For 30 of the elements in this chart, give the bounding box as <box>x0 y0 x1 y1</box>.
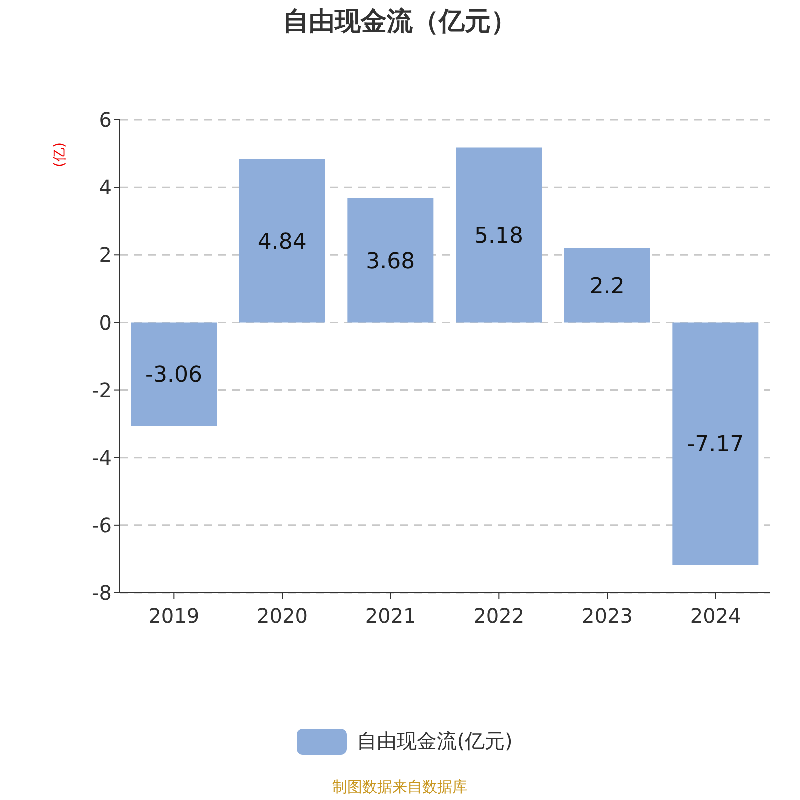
text: 制图数据来自数据库 <box>332 778 468 797</box>
bar <box>131 322 217 426</box>
y-tick-label: -4 <box>92 446 112 470</box>
y-tick-label: -8 <box>92 581 112 606</box>
data-label: 4.84 <box>258 230 307 255</box>
chart-title: 自由现金流（亿元） <box>282 6 518 39</box>
bar <box>672 322 759 565</box>
y-tick-label: 2 <box>99 243 112 268</box>
bar <box>348 198 434 323</box>
x-tick-label: 2020 <box>257 604 308 628</box>
data-label: -3.06 <box>146 363 202 388</box>
data-label: 5.18 <box>474 224 524 250</box>
y-tick-label: 4 <box>99 176 112 200</box>
y-tick-label: -2 <box>92 378 112 402</box>
bar <box>239 159 326 323</box>
y-tick-label: 0 <box>99 310 112 335</box>
x-tick-label: 2024 <box>690 604 742 628</box>
bar <box>456 148 542 323</box>
y-axis-title: (亿) <box>51 142 69 170</box>
x-tick-label: 2023 <box>582 604 633 628</box>
data-label: 3.68 <box>366 249 416 274</box>
x-tick-label: 2022 <box>474 604 525 628</box>
x-tick-label: 2019 <box>148 604 200 628</box>
y-tick-label: 6 <box>99 108 112 132</box>
legend-label: 自由现金流(亿元) <box>357 728 513 755</box>
bar <box>564 248 650 323</box>
data-label: -7.17 <box>687 432 744 458</box>
x-tick-label: 2021 <box>365 604 416 628</box>
y-tick-label: -6 <box>92 514 112 538</box>
data-label: 2.2 <box>590 274 625 300</box>
